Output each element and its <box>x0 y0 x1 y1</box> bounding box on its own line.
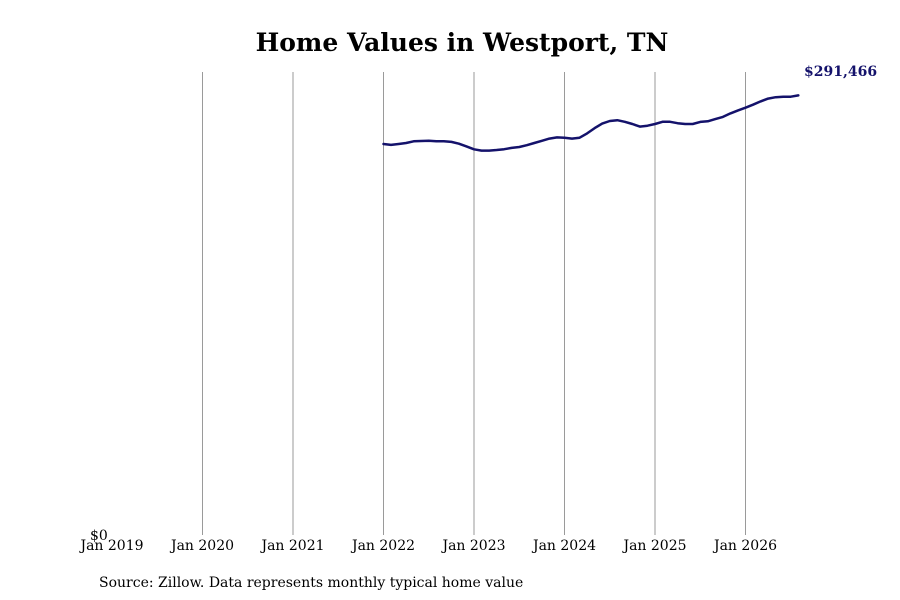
gridlines <box>202 72 746 535</box>
y-tick-label-zero: $0 <box>90 528 108 544</box>
x-tick-label: Jan 2024 <box>531 538 596 554</box>
x-tick-label: Jan 2026 <box>712 538 777 554</box>
x-tick-label: Jan 2022 <box>350 538 415 554</box>
x-axis-ticks: Jan 2019 Jan 2020 Jan 2021 Jan 2022 Jan 2023… <box>78 538 777 554</box>
chart-title: Home Values in Westport, TN <box>256 28 669 57</box>
end-value-label: $291,466 <box>804 64 877 80</box>
x-tick-label: Jan 2019 <box>78 538 143 554</box>
home-value-series-line <box>382 94 800 152</box>
x-tick-label: Jan 2020 <box>169 538 234 554</box>
source-note: Source: Zillow. Data represents monthly … <box>99 575 523 591</box>
x-tick-label: Jan 2025 <box>621 538 686 554</box>
x-tick-label: Jan 2023 <box>440 538 505 554</box>
x-tick-label: Jan 2021 <box>259 538 324 554</box>
